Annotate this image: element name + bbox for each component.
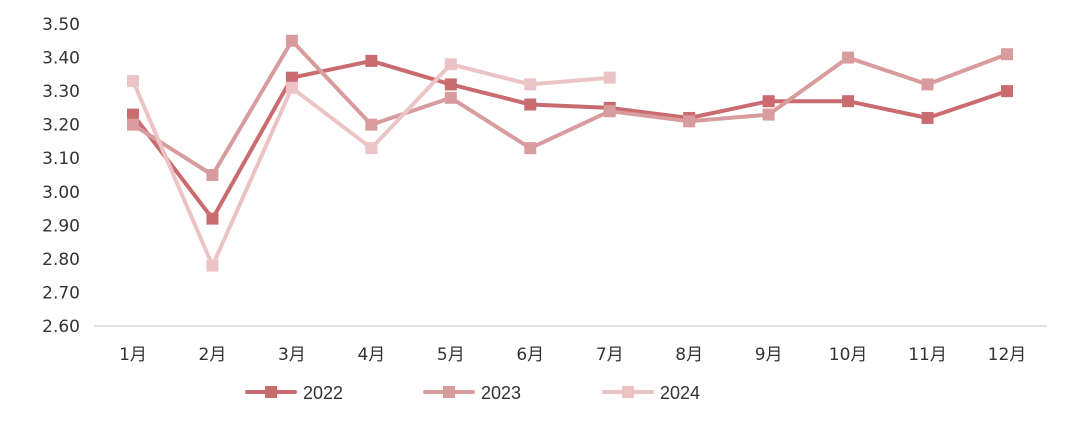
data-point-2022-2 [206, 212, 219, 225]
legend-item-2024: 2024 [602, 383, 700, 403]
y-tick-label: 3.30 [42, 82, 80, 102]
y-tick-label: 3.50 [42, 15, 80, 35]
data-point-2024-2 [206, 259, 219, 272]
data-point-2024-5 [444, 58, 457, 71]
data-point-2022-3 [285, 71, 298, 84]
legend-marker-2022 [265, 386, 277, 398]
data-point-2024-1 [127, 75, 139, 88]
x-tick-label: 3月 [278, 345, 306, 365]
x-tick-label: 9月 [755, 345, 783, 365]
data-point-2022-11 [921, 111, 934, 124]
data-point-2023-2 [206, 169, 219, 181]
series-line-2024 [131, 62, 612, 268]
data-point-2023-6 [524, 142, 537, 155]
data-point-2022-5 [444, 78, 457, 91]
x-tick-label: 11月 [908, 345, 947, 365]
y-tick-label: 2.60 [42, 317, 80, 337]
data-point-2023-4 [365, 118, 378, 131]
x-tick-label: 10月 [829, 345, 868, 365]
x-tick-label: 2月 [199, 345, 227, 365]
legend-label-2022: 2022 [303, 383, 343, 403]
data-point-2022-6 [524, 98, 537, 111]
x-tick-label: 4月 [357, 345, 385, 365]
y-tick-label: 3.40 [42, 49, 80, 69]
data-point-2023-10 [842, 51, 855, 64]
y-tick-label: 3.10 [42, 149, 80, 169]
data-point-2023-8 [683, 115, 696, 128]
data-point-2024-4 [365, 142, 378, 155]
data-point-2023-1 [127, 118, 139, 131]
y-tick-label: 2.70 [42, 283, 80, 303]
x-tick-label: 1月 [119, 345, 147, 365]
data-point-2023-3 [285, 34, 298, 47]
series-layer [127, 34, 1013, 272]
legend-marker-2024 [622, 386, 634, 398]
series-2023 [127, 34, 1013, 181]
data-point-2023-12 [1001, 48, 1013, 61]
data-point-2023-5 [444, 91, 457, 104]
y-tick-label: 2.90 [42, 216, 80, 236]
data-point-2023-9 [762, 108, 775, 121]
x-tick-label: 7月 [596, 345, 624, 365]
data-point-2022-12 [1001, 85, 1013, 98]
data-point-2022-1 [127, 108, 139, 121]
y-tick-label: 2.80 [42, 250, 80, 270]
y-tick-label: 3.00 [42, 183, 80, 203]
data-point-2022-9 [762, 95, 775, 108]
data-point-2023-7 [603, 105, 616, 118]
data-point-2024-3 [285, 81, 298, 94]
data-point-2022-4 [365, 54, 378, 67]
data-point-2023-11 [921, 78, 934, 91]
series-line-2023 [131, 38, 1009, 177]
data-point-2024-6 [524, 78, 537, 91]
legend-marker-2023 [443, 386, 455, 398]
series-line-2022 [131, 58, 1009, 221]
y-tick-label: 3.20 [42, 116, 80, 136]
legend-label-2023: 2023 [481, 383, 521, 403]
data-point-2024-7 [603, 71, 616, 84]
legend: 2022 2023 2024 [245, 383, 700, 403]
x-tick-label: 5月 [437, 345, 465, 365]
data-point-2022-10 [842, 95, 855, 108]
x-tick-label: 12月 [988, 345, 1027, 365]
legend-item-2022: 2022 [245, 383, 343, 403]
x-tick-label: 6月 [516, 345, 544, 365]
x-axis-ticks: 1月 2月 3月 4月 5月 6月 7月 8月 9月 10月 11月 12月 [119, 345, 1026, 365]
y-axis-ticks: 2.60 2.70 2.80 2.90 3.00 3.10 3.20 3.30 3.40 3.50 [42, 15, 80, 337]
legend-item-2023: 2023 [423, 383, 521, 403]
x-tick-label: 8月 [675, 345, 703, 365]
series-2024 [127, 58, 616, 272]
legend-label-2024: 2024 [660, 383, 700, 403]
